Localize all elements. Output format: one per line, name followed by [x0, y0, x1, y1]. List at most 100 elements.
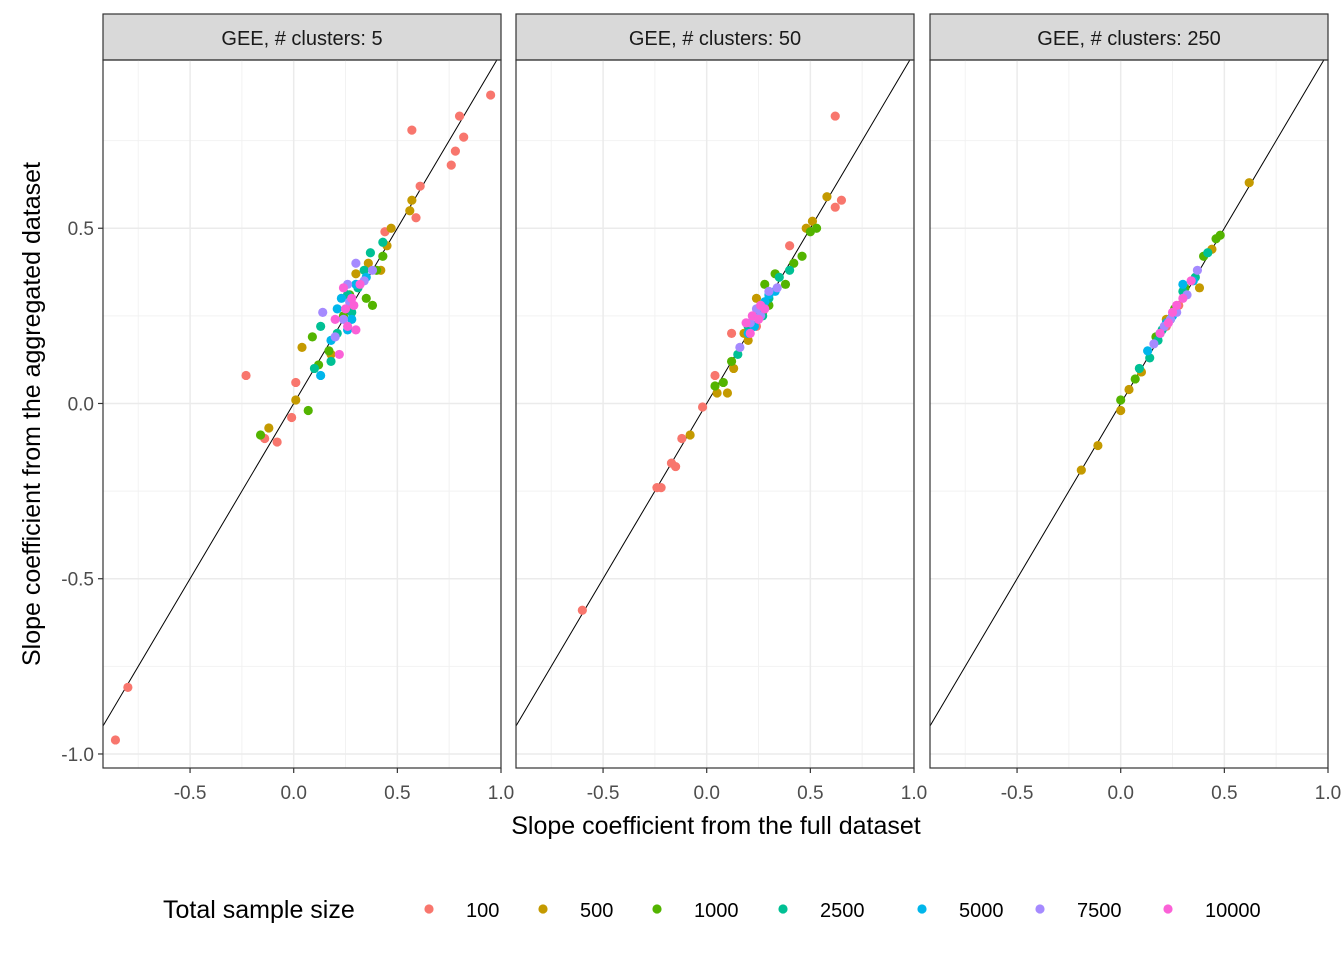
data-point — [359, 265, 369, 275]
data-point — [756, 300, 766, 310]
data-point — [1203, 248, 1213, 258]
x-tick-label: 0.0 — [693, 783, 719, 804]
data-point — [1186, 276, 1196, 286]
legend-key — [538, 904, 548, 914]
data-point — [722, 388, 733, 398]
panel-2: GEE, # clusters: 50 -0.5 0.0 0.5 1.0 — [515, 13, 927, 804]
x-tick-label: 1.0 — [901, 783, 927, 804]
data-point — [459, 132, 469, 142]
x-tick-label: 0.0 — [1107, 783, 1133, 804]
data-point — [351, 269, 361, 279]
grid — [930, 60, 1328, 768]
x-axis-title: Slope coefficient from the full dataset — [511, 812, 921, 840]
data-point — [1155, 328, 1165, 338]
data-point — [355, 279, 365, 289]
data-point — [1143, 346, 1153, 356]
legend-label: 10000 — [1205, 900, 1261, 922]
data-point — [1178, 279, 1188, 289]
data-point — [316, 370, 326, 381]
data-point — [351, 258, 361, 268]
data-point — [363, 258, 373, 268]
data-point — [407, 125, 417, 135]
data-point — [785, 265, 795, 275]
legend-label: 5000 — [959, 900, 1004, 922]
data-point — [685, 430, 695, 440]
x-tick-label: 0.5 — [797, 783, 823, 804]
y-tick-label: -0.5 — [61, 570, 94, 591]
data-point — [1172, 300, 1182, 310]
panel-border — [102, 59, 502, 769]
y-tick-label: 0.5 — [68, 219, 94, 240]
data-point — [726, 356, 737, 367]
legend-key — [652, 904, 662, 914]
data-point — [241, 370, 251, 381]
data-point — [367, 300, 378, 310]
data-point — [1244, 178, 1254, 188]
data-point — [365, 248, 376, 258]
data-point — [797, 251, 807, 261]
data-point — [751, 293, 762, 303]
data-point — [297, 342, 307, 353]
legend-label: 100 — [466, 900, 499, 922]
data-point — [1076, 465, 1086, 475]
panel-1: GEE, # clusters: 5 -0.5 0.0 0.5 1.0 -1.0 -0.5 0… — [61, 13, 514, 804]
panel-title: GEE, # clusters: 250 — [1037, 28, 1220, 50]
panel-border — [929, 59, 1329, 769]
panel-strip — [929, 13, 1329, 61]
legend-key — [1163, 904, 1173, 914]
data-point — [415, 181, 425, 191]
data-point — [324, 346, 334, 356]
data-point — [367, 265, 378, 275]
data-point — [1124, 384, 1134, 395]
data-point — [753, 314, 764, 324]
data-point — [326, 356, 336, 367]
data-point — [272, 437, 282, 447]
data-point — [1134, 363, 1144, 374]
data-point — [1215, 230, 1225, 240]
legend-label: 500 — [580, 900, 613, 922]
x-tick-label: 0.5 — [384, 783, 410, 804]
legend-label: 7500 — [1077, 900, 1122, 922]
data-point — [347, 293, 357, 303]
data-point — [405, 206, 415, 216]
data-point — [407, 195, 417, 205]
data-point — [830, 202, 840, 212]
data-points — [110, 90, 496, 745]
data-point — [735, 342, 745, 353]
legend: Total sample size 100 500 1000 2500 5000 7500… — [163, 896, 1261, 924]
data-point — [351, 325, 361, 335]
data-point — [316, 321, 326, 331]
legend-key — [1035, 904, 1045, 914]
data-point — [710, 381, 720, 391]
data-point — [677, 433, 687, 444]
data-point — [764, 286, 774, 296]
data-points — [1076, 178, 1254, 475]
data-point — [318, 307, 328, 317]
data-point — [671, 461, 681, 472]
x-tick-label: 1.0 — [488, 783, 514, 804]
data-point — [411, 213, 421, 223]
data-point — [1149, 339, 1159, 349]
data-point — [772, 283, 782, 293]
x-tick-label: 1.0 — [1315, 783, 1341, 804]
data-point — [336, 293, 346, 303]
data-point — [338, 283, 349, 293]
y-tick-label: 0.0 — [68, 394, 94, 415]
data-point — [330, 332, 340, 342]
legend-label: 2500 — [820, 900, 865, 922]
data-point — [332, 304, 342, 314]
legend-key — [424, 904, 434, 914]
data-point — [726, 328, 737, 338]
data-point — [710, 370, 720, 381]
data-point — [338, 314, 349, 324]
data-point — [733, 349, 743, 360]
data-point — [1145, 353, 1155, 363]
data-points — [577, 111, 847, 615]
data-point — [830, 111, 840, 121]
data-point — [340, 304, 351, 314]
data-point — [1130, 374, 1140, 384]
data-point — [745, 328, 755, 338]
data-point — [743, 335, 753, 345]
data-point — [1116, 405, 1126, 416]
